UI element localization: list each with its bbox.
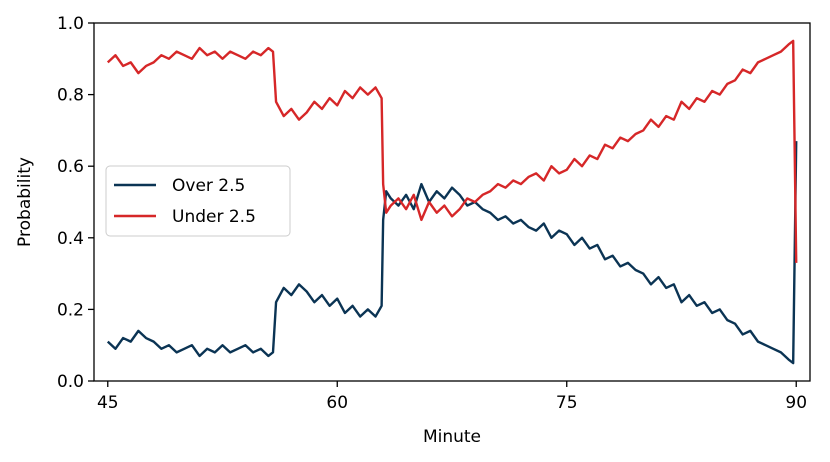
x-tick-label: 45 [97, 393, 119, 413]
axes-frame [93, 22, 811, 382]
series-lines [106, 39, 798, 365]
y-tick-label: 0.6 [57, 157, 84, 177]
y-axis-ticks: 0.0 0.2 0.4 0.6 0.8 1.0 [57, 14, 94, 392]
y-tick-label: 0.2 [57, 300, 84, 320]
y-tick-label: 0.4 [57, 229, 84, 249]
y-tick-label: 0.0 [57, 372, 84, 392]
legend-label-under: Under 2.5 [172, 207, 256, 227]
y-tick-label: 1.0 [57, 14, 84, 34]
x-tick-label: 75 [556, 393, 578, 413]
x-tick-label: 90 [785, 393, 807, 413]
x-axis-label: Minute [423, 427, 481, 447]
y-tick-label: 0.8 [57, 86, 84, 106]
series-line-under [106, 39, 798, 263]
y-axis-label: Probability [15, 157, 35, 247]
x-tick-label: 60 [326, 393, 348, 413]
legend: Over 2.5 Under 2.5 [105, 165, 291, 237]
series-line-over [106, 141, 798, 365]
x-axis-ticks: 45 60 75 90 [97, 381, 807, 413]
legend-box [105, 165, 291, 237]
legend-label-over: Over 2.5 [172, 176, 245, 196]
